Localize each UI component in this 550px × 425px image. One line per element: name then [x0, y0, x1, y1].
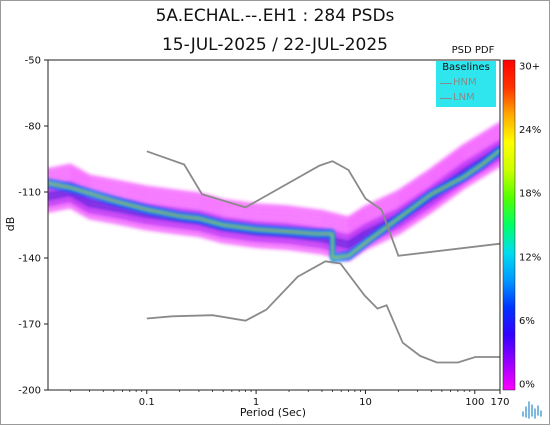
density-band-peak-4-1	[48, 150, 500, 260]
colorbar	[502, 59, 516, 391]
colorbar-tick-label: 30+	[519, 62, 540, 73]
density-band-low-0-1	[48, 125, 500, 226]
colorbar-tick-label: 24%	[519, 125, 541, 136]
baseline-lnm	[146, 260, 500, 364]
legend-title: Baselines	[442, 62, 490, 73]
x-tick-label: 100	[465, 397, 484, 408]
density-band-low-0-3	[48, 133, 500, 234]
legend-item-hnm: HNM	[440, 77, 496, 89]
y-tick-label: -80	[25, 122, 41, 133]
density-band-low-0-0	[48, 121, 500, 222]
colorbar-tick-label: 18%	[519, 189, 541, 200]
chart-title: 5A.ECHAL.--.EH1 : 284 PSDs	[155, 6, 395, 26]
lnm-line-swatch	[440, 98, 452, 99]
colorbar-tick-label: 12%	[519, 252, 541, 263]
baseline-layer	[146, 150, 500, 364]
x-axis: 0.1 1 10 100 170	[69, 390, 510, 408]
density-layer	[48, 121, 500, 263]
y-tick-label: -170	[18, 320, 41, 331]
y-tick-label: -50	[25, 56, 41, 67]
density-band-low-0-2	[48, 129, 500, 230]
density-band-peak-4-0	[48, 148, 500, 258]
baseline-hnm	[146, 150, 500, 257]
baselines-legend: Baselines HNM LNM	[436, 61, 496, 107]
x-tick-label: 170	[490, 397, 509, 408]
x-tick-label: 0.1	[139, 397, 155, 408]
x-axis-label: Period (Sec)	[240, 406, 306, 419]
colorbar-label: PSD PDF	[451, 45, 495, 56]
density-band-peak-3-2	[48, 151, 500, 263]
density-band-low-0-10	[48, 161, 500, 262]
y-axis-label: dB	[4, 217, 17, 232]
x-tick-label: 1	[253, 397, 259, 408]
legend-item-label: LNM	[453, 92, 475, 103]
hnm-line-swatch	[440, 83, 452, 84]
y-axis: -50 -80 -110 -140 -170 -200	[18, 56, 48, 397]
colorbar-tick-label: 6%	[519, 316, 535, 327]
colorbar-ticks: 30+ 24% 18% 12% 6% 0%	[519, 62, 541, 391]
legend-item-label: HNM	[453, 77, 477, 88]
chart-subtitle: 15-JUL-2025 / 22-JUL-2025	[161, 35, 388, 55]
y-tick-label: -200	[18, 386, 41, 397]
y-tick-label: -110	[18, 188, 41, 199]
density-band-peak-3-0	[48, 145, 500, 257]
legend-item-lnm: LNM	[440, 92, 496, 104]
x-tick-label: 10	[359, 397, 372, 408]
density-band-peak-6-0	[48, 149, 500, 259]
y-tick-label: -140	[18, 254, 41, 265]
app-logo-icon	[522, 401, 542, 419]
density-band-low-1-4	[48, 156, 500, 255]
colorbar-tick-label: 0%	[519, 380, 535, 391]
plot-border	[47, 59, 501, 391]
